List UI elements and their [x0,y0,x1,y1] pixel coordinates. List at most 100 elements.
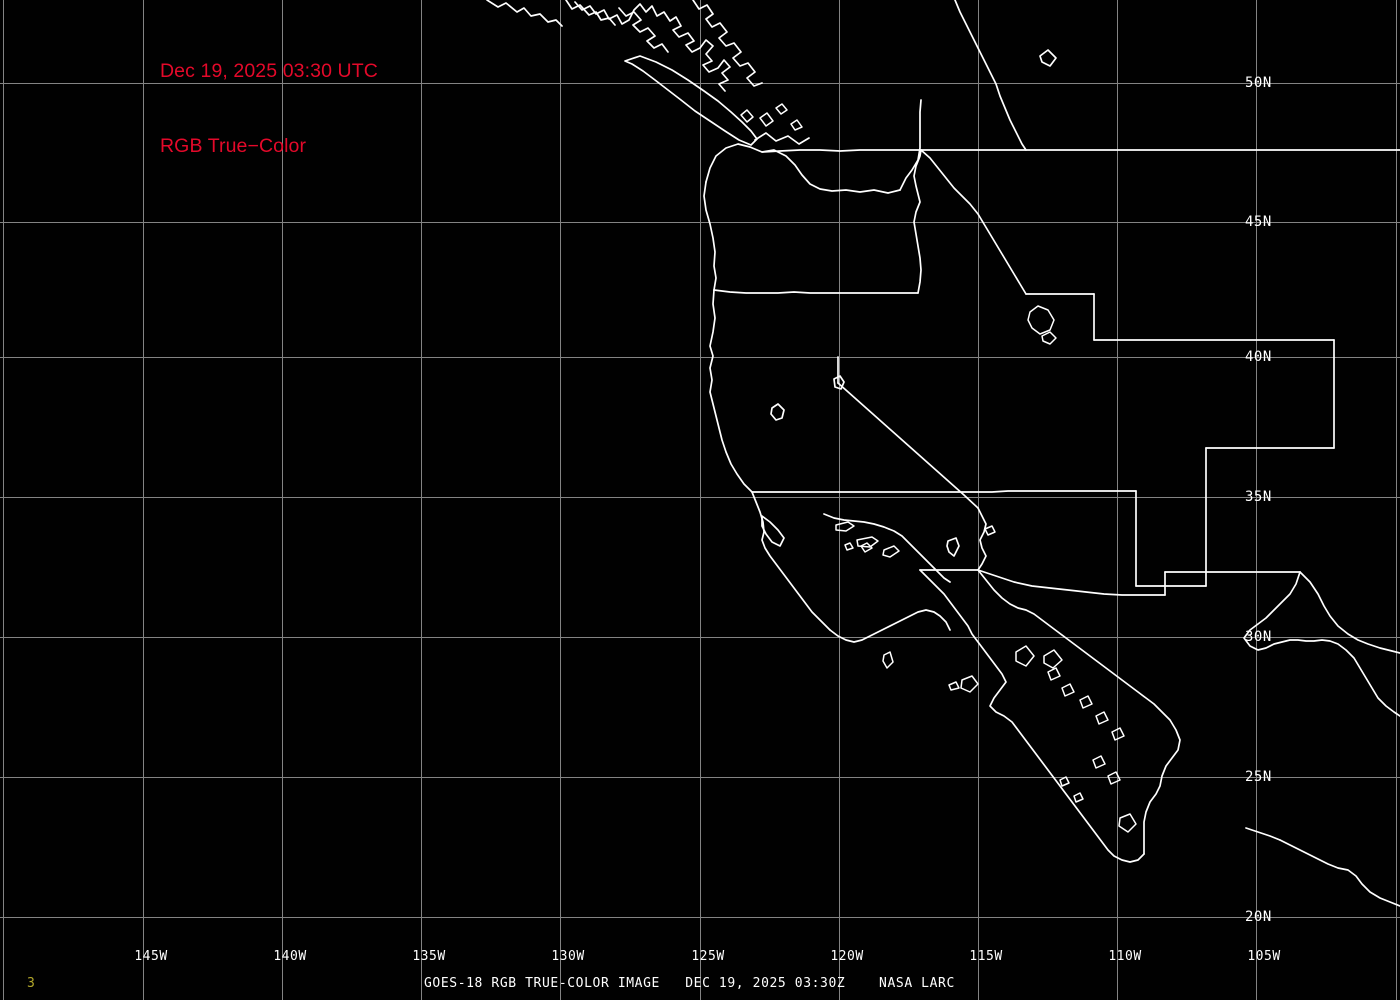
coastline-washington-coast [703,181,717,291]
coastline-gulf-island-a [1047,667,1061,681]
lat-label-45n: 45N [1245,214,1272,230]
coastline-gulf-islands [740,109,754,123]
lat-label-50n: 50N [1245,75,1272,91]
coastline-gulf-island-f [1092,755,1106,769]
coastline-san-juan-islands [759,112,774,127]
coastline-gulf-island-c [1079,695,1093,709]
border-usa-mexico-rio-grande [1299,571,1400,654]
coastline-angel-de-la-guarda [1015,645,1035,667]
coastline-british-columbia [574,1,731,92]
gridline-vertical [421,0,422,1000]
product-title-type: RGB True−Color [160,135,307,157]
coastline-guadalupe-island [882,651,894,669]
border-washington-oregon [713,289,919,294]
lon-label-105w: 105W [1247,949,1281,964]
lon-label-120w: 120W [830,949,864,964]
gridline-horizontal [0,222,1400,223]
border-usa-canada-49n [761,149,1400,153]
border-oregon-idaho [913,149,922,294]
coastline-island-sm-3 [1059,776,1070,787]
coastline-salton-sea [946,537,960,557]
coastline-oregon [709,289,753,493]
lat-label-40n: 40N [1245,349,1272,365]
coastline-lake-mead [984,525,996,536]
border-oregon-nevada-idaho [751,490,1137,493]
lat-label-25n: 25N [1245,769,1272,785]
border-usa-mexico-arizona [977,569,1166,596]
lat-label-30n: 30N [1245,629,1272,645]
coastline-cedros-island [960,675,979,693]
coastline-olympic-peninsula [705,143,901,194]
coastline-santa-cruz-island [856,536,879,548]
footer-index: 3 [27,976,35,991]
gridline-vertical [3,0,4,1000]
coastline-gulf-island-b [1061,683,1075,697]
border-california-nevada-diagonal [837,382,979,509]
lon-label-125w: 125W [691,949,725,964]
coastline-bc-interior-lakes [1039,49,1057,67]
lon-label-110w: 110W [1108,949,1142,964]
gridline-vertical [700,0,701,1000]
coastline-lake-tahoe [833,375,845,390]
coastline-island-small-a [775,103,788,115]
product-title: Dec 19, 2025 03:30 UTC RGB True−Color [160,9,378,209]
coastline-catalina-island [860,542,873,553]
coastline-bc-inner-channels [618,7,669,53]
coastline-utah-lake [1041,331,1057,345]
border-idaho-montana [920,149,1027,295]
coastline-sf-bay-inlet [761,515,785,547]
footer-bar: 3 GOES-18 RGB TRUE-COLOR IMAGE DEC 19, 2… [0,974,1400,1000]
lat-label-35n: 35N [1245,489,1272,505]
coastline-great-salt-lake [1027,305,1055,335]
lon-label-130w: 130W [551,949,585,964]
coastline-gulf-island-d [1095,711,1109,725]
coastline-island-sm-2 [948,681,960,691]
coastline-southern-california [823,513,951,583]
gridline-horizontal [0,497,1400,498]
coastline-baja-gulf [977,569,1181,855]
gridline-horizontal [0,357,1400,358]
coastline-bc-mainland [692,0,763,87]
gridline-vertical [1396,0,1397,1000]
gridline-vertical [839,0,840,1000]
border-nevada-arizona-colorado-river [977,507,987,571]
gridline-vertical [1256,0,1257,1000]
coastline-mexico-nayarit [1245,827,1281,841]
coastline-tiburon-island [1043,649,1063,669]
coastline-san-clemente-island [882,545,900,558]
gridline-horizontal [0,83,1400,84]
coastline-island-sm-4 [1073,792,1084,803]
lon-label-115w: 115W [969,949,1003,964]
coastline-strait-georgia [754,132,810,145]
coastline-san-francisco-bay [770,403,785,421]
gridline-horizontal [0,777,1400,778]
coastline-california-north [751,491,831,631]
coastline-santa-rosa-island [835,521,855,532]
border-bc-alberta [954,0,1027,151]
gridline-vertical [282,0,283,1000]
coastline-haida-gwaii [565,0,616,26]
coastline-island-small-b [790,119,803,131]
coastline-alaska-panhandle [486,0,563,27]
lon-label-145w: 145W [134,949,168,964]
lon-label-135w: 135W [412,949,446,964]
gridline-vertical [1117,0,1118,1000]
coastline-mexico-sonora [1243,571,1400,717]
border-washington-idaho [899,99,922,191]
coastline-gulf-island-e [1111,727,1125,741]
gridline-vertical [560,0,561,1000]
lon-label-140w: 140W [273,949,307,964]
product-title-timestamp: Dec 19, 2025 03:30 UTC [160,60,378,82]
coastline-island-sm-1 [844,542,854,551]
gridline-horizontal [0,637,1400,638]
gridline-horizontal [0,917,1400,918]
lat-label-20n: 20N [1245,909,1272,925]
coastline-california-central [829,609,951,643]
footer-caption: GOES-18 RGB TRUE-COLOR IMAGE DEC 19, 202… [424,976,955,991]
coastline-cabo-tip [1118,813,1137,833]
coastline-gulf-island-g [1107,771,1121,785]
coastline-mexico-sinaloa [1279,839,1400,907]
